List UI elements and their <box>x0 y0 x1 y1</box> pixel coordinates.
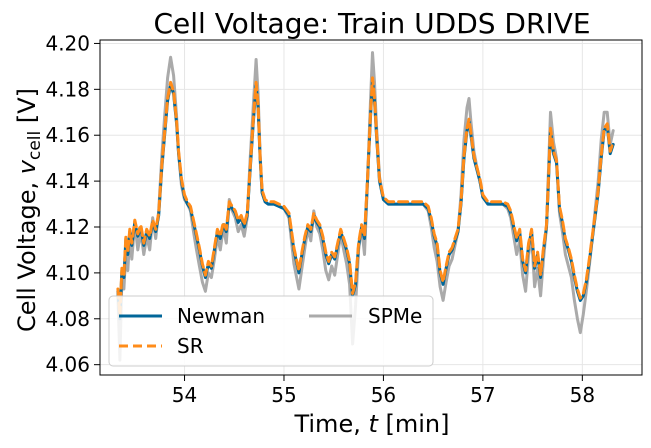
legend-label-spme: SPMe <box>368 304 422 328</box>
legend-label-sr: SR <box>177 334 204 358</box>
y-tick-label: 4.18 <box>45 77 90 101</box>
x-tick-label: 57 <box>470 383 495 407</box>
x-axis-label-main: Time, <box>293 410 368 438</box>
y-axis-label-unit: [V] <box>13 88 41 131</box>
y-axis-label: Cell Voltage, vcell [V] <box>13 88 45 332</box>
series-lines <box>116 51 615 362</box>
y-tick-label: 4.14 <box>45 169 90 193</box>
y-axis-ticks: 4.06 4.08 4.10 4.12 4.14 4.16 4.18 4.20 <box>45 31 100 377</box>
chart-title: Cell Voltage: Train UDDS DRIVE <box>153 7 590 40</box>
x-tick-label: 56 <box>371 383 396 407</box>
series-line-sr <box>116 76 615 318</box>
y-tick-label: 4.06 <box>45 353 90 377</box>
legend-box <box>108 295 434 367</box>
y-axis-label-sub: cell <box>25 131 45 160</box>
y-tick-label: 4.10 <box>45 261 90 285</box>
x-axis-ticks: 54 55 56 57 58 <box>172 375 595 407</box>
x-tick-label: 54 <box>172 383 197 407</box>
x-tick-label: 55 <box>271 383 296 407</box>
legend-label-newman: Newman <box>177 304 265 328</box>
x-axis-label: Time, t [min] <box>293 410 449 438</box>
y-tick-label: 4.20 <box>45 31 90 55</box>
y-axis-label-var: v <box>13 159 41 174</box>
x-tick-label: 58 <box>570 383 595 407</box>
x-axis-label-var: t <box>368 410 379 438</box>
y-tick-label: 4.12 <box>45 215 90 239</box>
legend: Newman SR SPMe <box>108 295 434 367</box>
plot-frame <box>99 39 643 376</box>
y-axis-label-main: Cell Voltage, <box>13 174 41 332</box>
y-tick-label: 4.08 <box>45 307 90 331</box>
x-axis-label-unit: [min] <box>378 410 450 438</box>
y-tick-label: 4.16 <box>45 123 90 147</box>
